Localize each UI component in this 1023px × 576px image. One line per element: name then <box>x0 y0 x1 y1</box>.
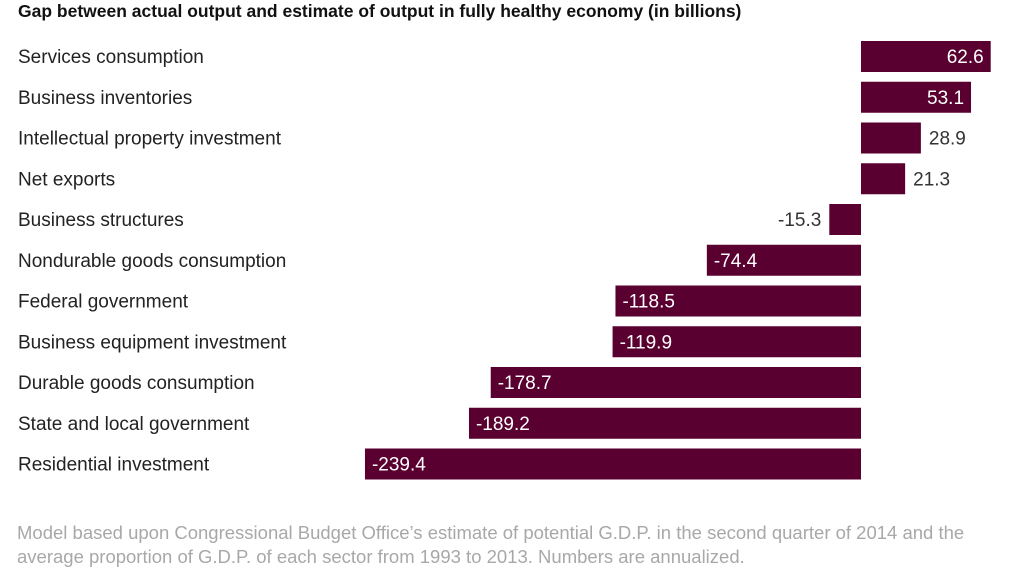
category-label: Business equipment investment <box>18 332 287 353</box>
bar <box>612 326 861 358</box>
category-label: Durable goods consumption <box>18 373 255 394</box>
data-label: 62.6 <box>947 47 984 68</box>
bar <box>861 81 972 113</box>
category-label: Nondurable goods consumption <box>18 251 286 272</box>
bar <box>861 41 991 72</box>
bar <box>706 244 861 276</box>
data-label: -178.7 <box>498 373 552 394</box>
data-label: -239.4 <box>372 455 426 476</box>
category-label: Business structures <box>18 210 184 231</box>
bar <box>490 367 861 398</box>
data-label: -189.2 <box>476 414 530 435</box>
category-label: Residential investment <box>18 455 210 476</box>
data-label: -119.9 <box>620 332 672 353</box>
bar <box>468 407 861 439</box>
category-label: Intellectual property investment <box>18 129 282 150</box>
category-label: Federal government <box>18 292 189 313</box>
category-label: State and local government <box>18 414 250 435</box>
data-label: 28.9 <box>929 129 966 150</box>
bar <box>829 204 861 235</box>
category-label: Services consumption <box>18 47 204 68</box>
category-label: Net exports <box>18 169 115 190</box>
bar <box>364 448 861 480</box>
bar-chart: Services consumption 62.6 Business invento… <box>18 41 991 480</box>
data-label: 21.3 <box>913 169 950 190</box>
chart-title: Gap between actual output and estimate o… <box>18 1 742 21</box>
footnote: Model based upon Congressional Budget Of… <box>17 522 965 567</box>
bar <box>615 285 861 317</box>
data-label: 53.1 <box>927 88 964 109</box>
category-label: Business inventories <box>18 88 192 109</box>
data-label: -15.3 <box>778 210 821 231</box>
data-label: -74.4 <box>714 251 758 272</box>
bar <box>861 122 921 154</box>
data-label: -118.5 <box>622 292 674 313</box>
bar <box>861 163 906 195</box>
